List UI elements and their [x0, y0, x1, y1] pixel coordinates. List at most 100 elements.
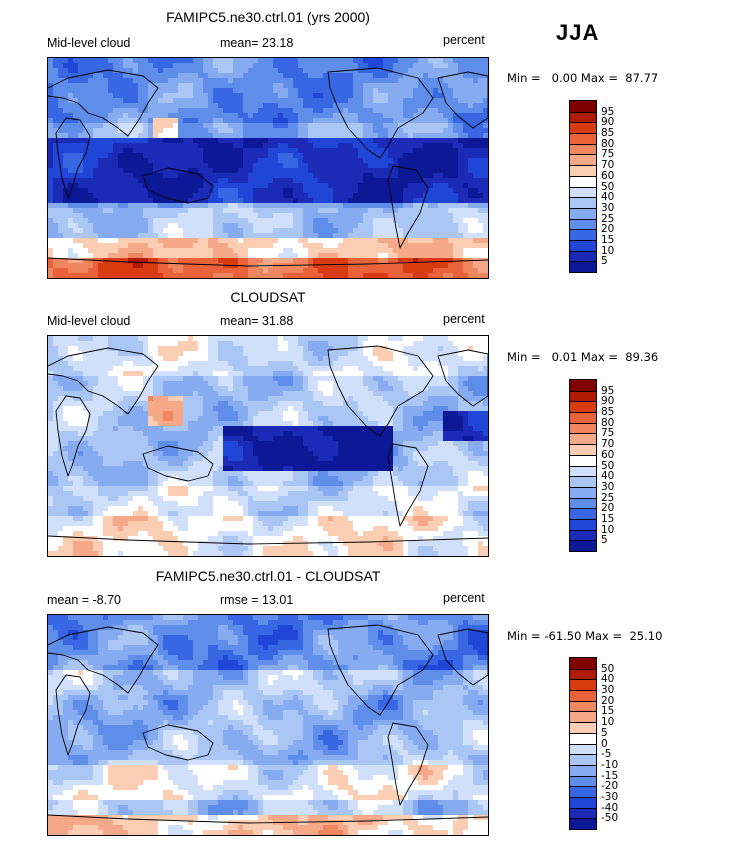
- colorbar-label: 5: [601, 534, 608, 547]
- colorbar-label: 60: [601, 448, 615, 461]
- colorbar-label: 50: [601, 459, 615, 472]
- panel-2-minmax: Min = 0.01 Max = 89.36: [507, 350, 659, 364]
- colorbar-label: 10: [601, 523, 615, 536]
- colorbar-segment: [570, 679, 596, 691]
- colorbar-label: 80: [601, 416, 615, 429]
- colorbar-label: 25: [601, 491, 615, 504]
- colorbar-segment: [570, 807, 596, 819]
- field-raster: [48, 336, 488, 556]
- colorbar-segment: [570, 133, 596, 144]
- colorbar-label: 0: [601, 737, 608, 750]
- colorbar-segment: [570, 764, 596, 776]
- colorbar-label: 70: [601, 438, 615, 451]
- colorbar-segment: [570, 754, 596, 765]
- colorbar-label: 20: [601, 502, 615, 515]
- colorbar-segment: [570, 818, 596, 829]
- panel-2-variable-label: Mid-level cloud: [47, 314, 131, 328]
- panel-3-colorbar: [569, 657, 597, 830]
- colorbar-segment: [570, 518, 596, 530]
- colorbar-label: 15: [601, 512, 615, 525]
- panel-1-units-label: percent: [443, 33, 485, 47]
- colorbar-label: 15: [601, 705, 615, 718]
- colorbar-label: 75: [601, 148, 615, 161]
- colorbar-segment: [570, 122, 596, 134]
- panel-3-map: [47, 614, 489, 836]
- colorbar-label: 5: [601, 255, 608, 268]
- colorbar-label: 95: [601, 384, 615, 397]
- colorbar-segment: [570, 743, 596, 755]
- colorbar-label: 70: [601, 159, 615, 172]
- colorbar-label: 10: [601, 244, 615, 257]
- panel-3-title: FAMIPC5.ne30.ctrl.01 - CLOUDSAT: [155, 568, 381, 584]
- panel-1-title: FAMIPC5.ne30.ctrl.01 (yrs 2000): [166, 9, 370, 25]
- colorbar-segment: [570, 175, 596, 187]
- panel-3-minmax: Min = -61.50 Max = 25.10: [507, 629, 663, 643]
- colorbar-segment: [570, 412, 596, 423]
- field-raster: [48, 58, 488, 278]
- colorbar-segment: [570, 165, 596, 176]
- colorbar-label: 20: [601, 694, 615, 707]
- colorbar-segment: [570, 239, 596, 251]
- colorbar-label: -15: [601, 769, 619, 782]
- panel-2-title: CLOUDSAT: [230, 289, 306, 305]
- colorbar-segment: [570, 690, 596, 701]
- colorbar-segment: [570, 401, 596, 413]
- colorbar-label: 20: [601, 223, 615, 236]
- colorbar-segment: [570, 497, 596, 509]
- colorbar-label: -10: [601, 758, 619, 771]
- colorbar-segment: [570, 229, 596, 240]
- panel-3-units-label: percent: [443, 591, 485, 605]
- colorbar-segment: [570, 380, 596, 391]
- field-raster: [48, 615, 488, 835]
- colorbar-label: 5: [601, 726, 608, 739]
- colorbar-segment: [570, 454, 596, 466]
- colorbar-segment: [570, 486, 596, 498]
- colorbar-segment: [570, 390, 596, 402]
- panel-1-colorbar: [569, 100, 597, 273]
- colorbar-segment: [570, 111, 596, 123]
- colorbar-segment: [570, 422, 596, 434]
- coastlines: [48, 67, 488, 267]
- panel-2-mean-label: mean= 31.88: [220, 314, 294, 328]
- colorbar-label: 80: [601, 137, 615, 150]
- colorbar-segment: [570, 786, 596, 797]
- colorbar-segment: [570, 700, 596, 712]
- panel-3-mean-label: mean = -8.70: [47, 593, 122, 607]
- coastlines: [48, 345, 488, 545]
- colorbar-segment: [570, 508, 596, 519]
- colorbar-label: 15: [601, 233, 615, 246]
- colorbar-segment: [570, 732, 596, 744]
- season-label: JJA: [556, 20, 600, 45]
- colorbar-label: -5: [601, 748, 612, 761]
- colorbar-label: 50: [601, 180, 615, 193]
- colorbar-segment: [570, 197, 596, 208]
- colorbar-segment: [570, 796, 596, 808]
- colorbar-label: 85: [601, 406, 615, 419]
- colorbar-label: 75: [601, 427, 615, 440]
- colorbar-label: 90: [601, 395, 615, 408]
- colorbar-segment: [570, 529, 596, 541]
- colorbar-segment: [570, 261, 596, 272]
- colorbar-label: 85: [601, 127, 615, 140]
- colorbar-segment: [570, 101, 596, 112]
- colorbar-label: 25: [601, 212, 615, 225]
- colorbar-label: 10: [601, 716, 615, 729]
- panel-2-units-label: percent: [443, 312, 485, 326]
- colorbar-segment: [570, 186, 596, 198]
- colorbar-label: 60: [601, 169, 615, 182]
- coastlines: [48, 624, 488, 824]
- colorbar-label: 30: [601, 684, 615, 697]
- colorbar-segment: [570, 658, 596, 669]
- colorbar-label: 30: [601, 201, 615, 214]
- colorbar-label: -40: [601, 801, 619, 814]
- colorbar-label: -20: [601, 780, 619, 793]
- colorbar-segment: [570, 433, 596, 445]
- colorbar-segment: [570, 143, 596, 155]
- colorbar-segment: [570, 722, 596, 733]
- colorbar-segment: [570, 465, 596, 477]
- panel-1-variable-label: Mid-level cloud: [47, 36, 131, 50]
- colorbar-label: 50: [601, 662, 615, 675]
- colorbar-label: 40: [601, 191, 615, 204]
- colorbar-segment: [570, 668, 596, 680]
- panel-1-map: [47, 57, 489, 279]
